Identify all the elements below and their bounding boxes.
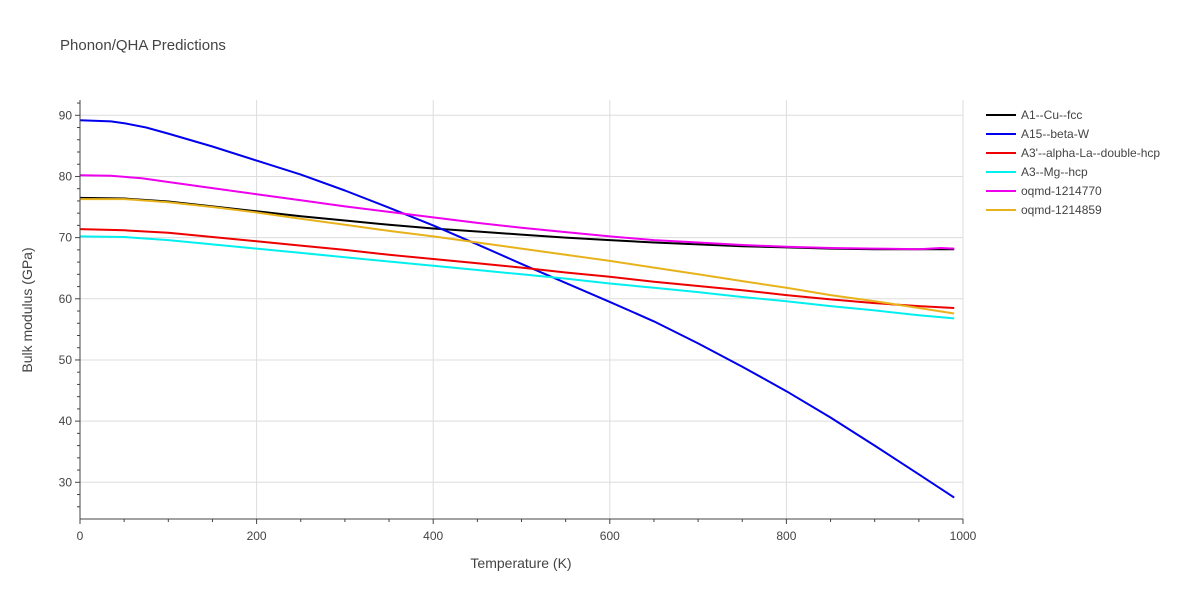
y-tick-label: 80 — [59, 169, 73, 183]
chart-title: Phonon/QHA Predictions — [60, 37, 226, 54]
grid-lines — [80, 100, 964, 519]
legend-label: oqmd-1214859 — [1021, 203, 1102, 217]
y-tick-label: 30 — [59, 475, 73, 489]
series-line — [79, 119, 955, 499]
legend-label: A15--beta-W — [1021, 127, 1090, 141]
legend-label: oqmd-1214770 — [1021, 184, 1102, 198]
y-tick-label: 60 — [59, 292, 73, 306]
series-line — [79, 174, 955, 251]
legend-label: A3'--alpha-La--double-hcp — [1021, 146, 1160, 160]
x-tick-label: 0 — [77, 529, 84, 543]
y-axis-label: Bulk modulus (GPa) — [19, 247, 35, 372]
series-lines — [79, 119, 955, 499]
x-tick-label: 800 — [776, 529, 796, 543]
y-tick-label: 40 — [59, 414, 73, 428]
legend-label: A3--Mg--hcp — [1021, 165, 1088, 179]
x-tick-label: 400 — [423, 529, 443, 543]
legend-label: A1--Cu--fcc — [1021, 108, 1082, 122]
x-axis-label: Temperature (K) — [470, 555, 571, 571]
axes — [75, 100, 964, 524]
x-tick-label: 600 — [600, 529, 620, 543]
y-tick-label: 50 — [59, 353, 73, 367]
x-tick-label: 1000 — [950, 529, 977, 543]
y-tick-label: 90 — [59, 108, 73, 122]
y-tick-label: 70 — [59, 231, 73, 245]
x-tick-label: 200 — [247, 529, 267, 543]
legend: A1--Cu--fcc A15--beta-W A3'--alpha-La--dou… — [986, 108, 1160, 217]
series-line — [79, 228, 955, 309]
series-line — [79, 196, 955, 251]
tick-labels: 0 200 400 600 800 1000 30 40 50 60 70 80 90 — [59, 108, 977, 543]
series-line — [80, 198, 955, 315]
series-line — [79, 235, 955, 320]
